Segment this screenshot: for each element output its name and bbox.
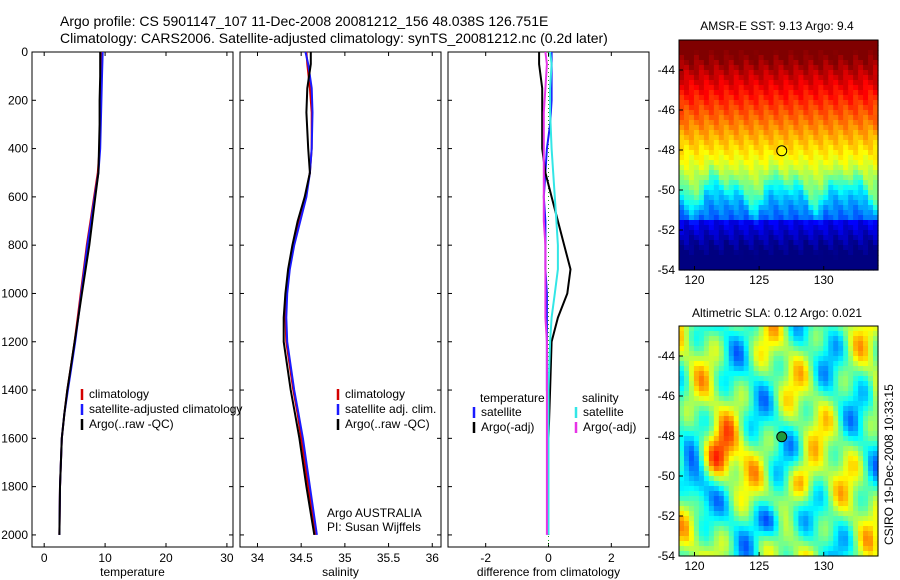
- temperature-axes-frame: [31, 51, 234, 548]
- difference-legend-header: temperature: [480, 391, 545, 405]
- temperature-xlabel: temperature: [100, 565, 165, 579]
- sst-map-title: AMSR-E SST: 9.13 Argo: 9.4: [700, 19, 854, 33]
- sst_map-ytick-label: -48: [658, 143, 676, 157]
- temperature-ytick-label: 1600: [1, 431, 28, 445]
- side-credit-label: CSIRO 19-Dec-2008 10:33:15: [882, 384, 896, 545]
- sst_map-profile-marker: [776, 145, 788, 157]
- sla_map-xtick-label: 125: [749, 559, 769, 573]
- salinity-xtick-label: 35: [338, 551, 352, 565]
- salinity-annotation: PI: Susan Wijffels: [327, 520, 421, 534]
- figure-title-line1: Argo profile: CS 5901147_107 11-Dec-2008…: [60, 13, 548, 29]
- temperature-xtick-label: 0: [41, 551, 48, 565]
- sst_map-field: [679, 40, 879, 271]
- salinity-xtick-label: 34: [251, 551, 265, 565]
- figure-title-line2: Climatology: CARS2006. Satellite-adjuste…: [60, 30, 608, 46]
- difference-legend-label: satellite: [481, 405, 522, 419]
- sst_map-xtick-label: 120: [684, 273, 704, 287]
- sla_map-ytick-label: -54: [658, 549, 676, 563]
- sla_map-ytick-label: -44: [658, 349, 676, 363]
- sla_map-xtick-label: 120: [684, 559, 704, 573]
- salinity-profile-panel: 34 34.5 35 35.5 36 salinity climatologysatelli…: [239, 51, 442, 579]
- temperature-ytick-label: 0: [21, 45, 28, 59]
- salinity-legend-label: Argo(..raw -QC): [345, 417, 430, 431]
- sst_map-xtick-label: 125: [749, 273, 769, 287]
- salinity-series-line-satellite: [285, 51, 318, 536]
- difference-series-line-salinity_argo: [542, 51, 548, 535]
- salinity-xtick-label: 34.5: [289, 551, 313, 565]
- temperature-ytick-label: 400: [8, 142, 28, 156]
- temperature-ytick-label: 1400: [1, 383, 28, 397]
- sla_map-profile-marker: [776, 431, 788, 443]
- salinity-xtick-label: 36: [426, 551, 440, 565]
- temperature-ytick-label: 1000: [1, 286, 28, 300]
- sst-map-panel: -44 -46 -48 -50 -52 -54 120 125 130: [658, 39, 879, 287]
- temperature-ytick-label: 1800: [1, 480, 28, 494]
- difference-xtick-label: 2: [608, 551, 615, 565]
- salinity-series-line-climatology: [284, 51, 317, 536]
- sst_map-ytick-label: -52: [658, 223, 676, 237]
- salinity-xtick-label: 35.5: [377, 551, 401, 565]
- sla_map-ytick-label: -48: [658, 429, 676, 443]
- salinity-xlabel: salinity: [322, 565, 359, 579]
- temperature-ytick-label: 600: [8, 190, 28, 204]
- difference-xtick-label: 0: [545, 551, 552, 565]
- sla_map-frame: [678, 325, 879, 557]
- temperature-legend-label: satellite-adjusted climatology: [89, 402, 242, 416]
- temperature-series-line-argo: [58, 52, 102, 535]
- sla_map-ytick-label: -50: [658, 469, 676, 483]
- temperature-ytick-label: 2000: [1, 528, 28, 542]
- sst_map-ytick-label: -54: [658, 263, 676, 277]
- salinity-legend-label: satellite adj. clim.: [345, 402, 436, 416]
- temperature-ytick-label: 200: [8, 93, 28, 107]
- temperature-xtick-label: 10: [98, 551, 112, 565]
- salinity-annotation: Argo AUSTRALIA: [327, 506, 422, 520]
- sst_map-ytick-label: -50: [658, 183, 676, 197]
- sla_map-ytick-label: -46: [658, 389, 676, 403]
- sla_map-xtick-label: 130: [814, 559, 834, 573]
- difference-legend-label: Argo(-adj): [583, 420, 636, 434]
- difference-xlabel: difference from climatology: [477, 565, 620, 579]
- sla-map-panel: -44 -46 -48 -50 -52 -54 120 125 130: [658, 325, 879, 573]
- difference-series-line-salinity_satellite: [547, 51, 559, 535]
- temperature-legend-label: climatology: [89, 387, 149, 401]
- difference-legend-header: salinity: [582, 391, 619, 405]
- sst_map-ytick-label: -44: [658, 63, 676, 77]
- difference-legend-label: satellite: [583, 405, 624, 419]
- difference-legend-label: Argo(-adj): [481, 420, 534, 434]
- difference-xtick-label: -2: [480, 551, 491, 565]
- temperature-profile-panel: 0 200 400 600 800 1000 1200 1400 1600 1800 2000 0 10…: [1, 45, 242, 579]
- sla_map-ytick-label: -52: [658, 509, 676, 523]
- temperature-xtick-label: 30: [220, 551, 234, 565]
- salinity-legend-label: climatology: [345, 387, 405, 401]
- salinity-axes-frame: [239, 51, 442, 548]
- difference-series-line-argo: [538, 52, 572, 535]
- sla_map-field: [679, 326, 879, 557]
- temperature-legend-label: Argo(..raw -QC): [89, 417, 174, 431]
- salinity-series-line-argo: [282, 52, 316, 536]
- temperature-ytick-label: 800: [8, 238, 28, 252]
- temperature-xtick-label: 20: [159, 551, 173, 565]
- sst_map-xtick-label: 130: [814, 273, 834, 287]
- sst_map-frame: [678, 39, 879, 271]
- temperature-ytick-label: 1200: [1, 335, 28, 349]
- sst_map-ytick-label: -46: [658, 103, 676, 117]
- sla-map-title: Altimetric SLA: 0.12 Argo: 0.021: [692, 306, 862, 320]
